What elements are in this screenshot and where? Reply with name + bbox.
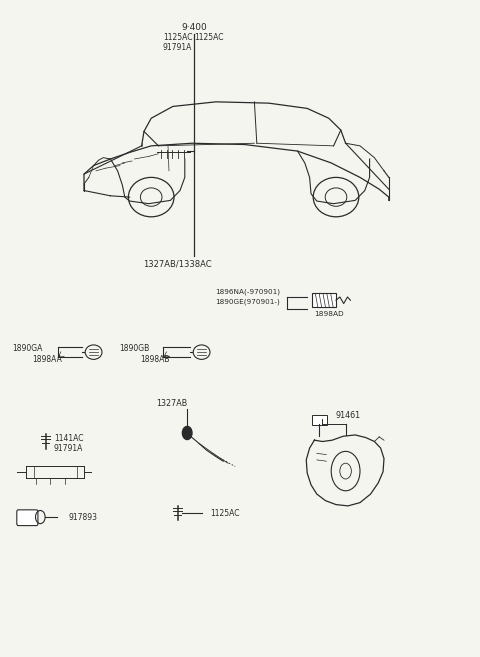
FancyBboxPatch shape [312, 415, 327, 425]
FancyBboxPatch shape [312, 293, 336, 307]
Text: 1327AB: 1327AB [156, 399, 188, 408]
Text: 91791A: 91791A [54, 443, 83, 453]
Text: 1898AB: 1898AB [140, 355, 169, 364]
Text: 1898AD: 1898AD [314, 311, 344, 317]
Text: 91461: 91461 [336, 411, 361, 420]
Text: 1141AC: 1141AC [54, 434, 83, 443]
FancyBboxPatch shape [17, 510, 38, 526]
Text: 1125AC: 1125AC [210, 509, 240, 518]
Text: 1125AC: 1125AC [194, 33, 224, 42]
Text: 1898AA: 1898AA [33, 355, 62, 364]
Text: 1890GE(970901-): 1890GE(970901-) [215, 299, 280, 306]
Text: 1890GA: 1890GA [12, 344, 42, 353]
Text: 91791A: 91791A [162, 43, 192, 52]
Text: 1896NA(-970901): 1896NA(-970901) [215, 288, 280, 295]
Circle shape [182, 426, 192, 440]
Text: 1125AC: 1125AC [163, 33, 192, 42]
Text: 1890GB: 1890GB [119, 344, 149, 353]
Text: 1327AB/1338AC: 1327AB/1338AC [144, 260, 212, 269]
Text: 917893: 917893 [68, 512, 97, 522]
Text: 9·400: 9·400 [181, 23, 207, 32]
